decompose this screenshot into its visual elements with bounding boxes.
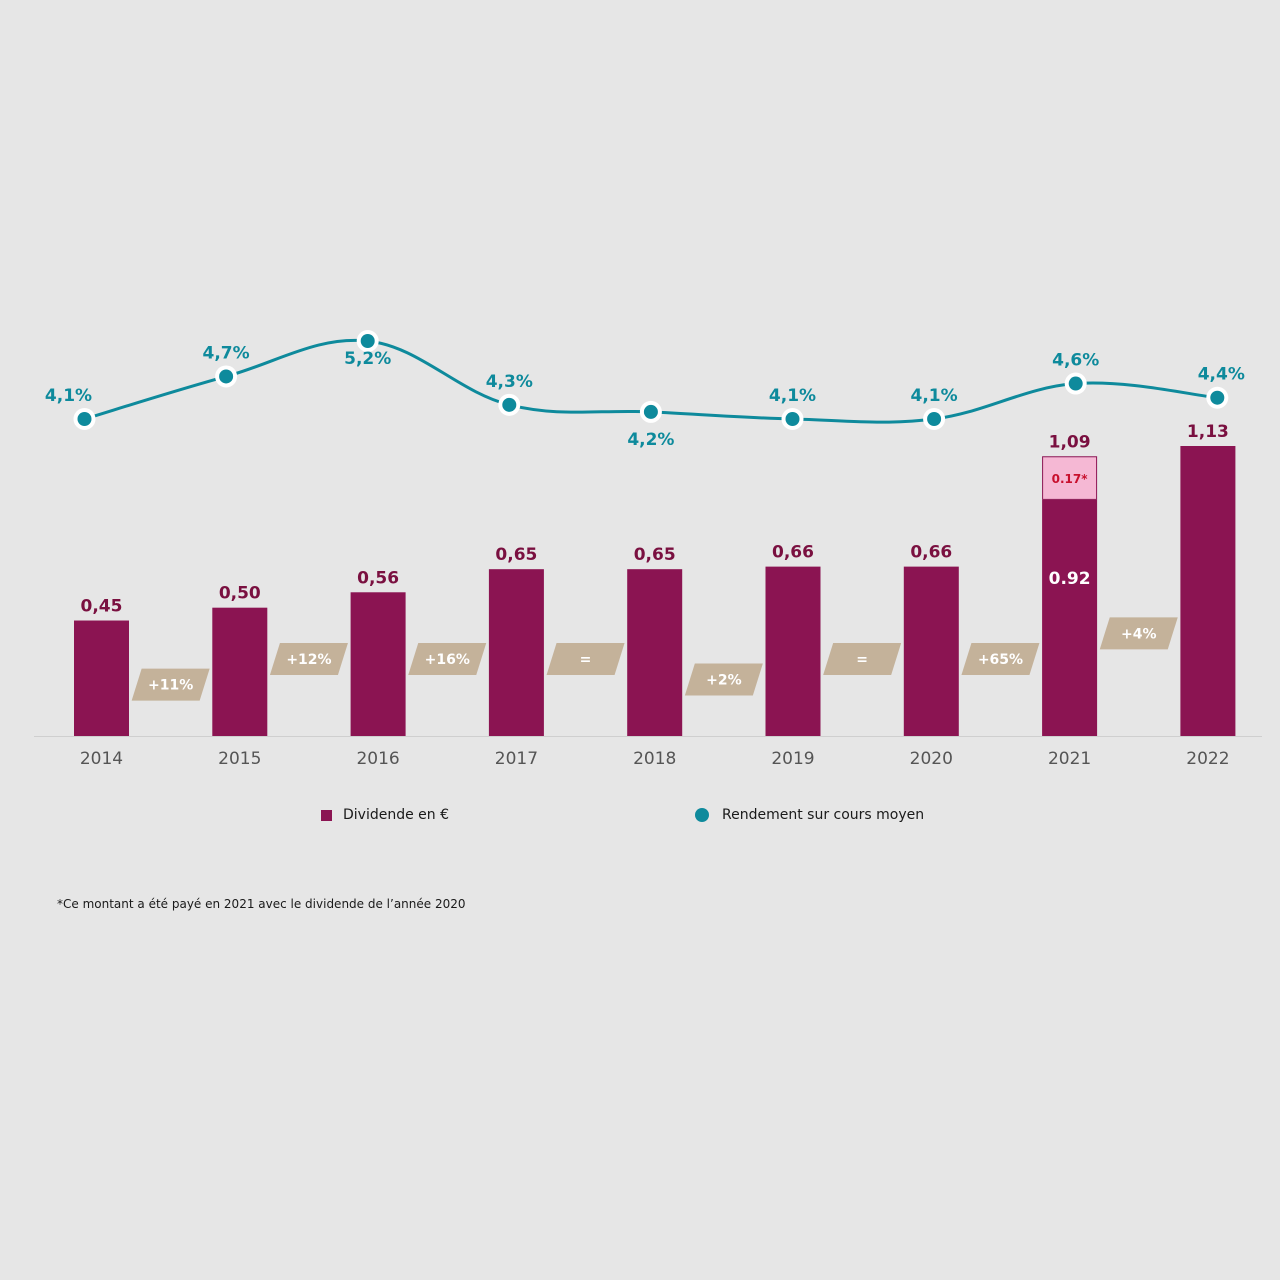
growth-label-2: +16% [425,652,470,668]
bar-2021-base-label: 0.92 [1049,569,1091,589]
growth-label-0: +11% [148,678,193,694]
bar-label-2021: 1,09 [1049,432,1091,452]
growth-tag-3 [546,643,625,676]
growth-tag-2 [408,643,487,676]
bar-label-2022: 1,13 [1187,422,1229,442]
yield-point-2018 [643,404,658,419]
bar-label-2018: 0,65 [634,545,676,565]
legend-swatch-yield [695,808,709,822]
growth-label-4: +2% [706,673,742,689]
bar-2017 [488,569,544,736]
growth-label-7: +4% [1121,626,1157,642]
x-tick-2022: 2022 [1186,749,1229,769]
bar-2020 [903,566,959,736]
yield-point-2014 [77,412,92,426]
x-tick-2020: 2020 [910,749,953,769]
growth-label-6: +65% [978,652,1023,668]
bar-2021-base [1042,499,1098,736]
legend-item-dividend: Dividende en € [321,807,449,823]
yield-point-2022 [1210,390,1225,405]
x-tick-2017: 2017 [495,749,538,769]
growth-label-5: = [856,652,868,668]
x-tick-2019: 2019 [771,749,814,769]
growth-tag-5 [823,643,902,676]
legend-label-yield: Rendement sur cours moyen [722,807,925,823]
bar-label-2017: 0,65 [495,545,537,565]
legend: Dividende en € Rendement sur cours moyen [0,807,1280,831]
yield-label-2019: 4,1% [769,386,816,406]
bar-label-2020: 0,66 [910,543,952,563]
x-tick-2016: 2016 [356,749,399,769]
growth-tag-0 [131,668,210,701]
growth-label-1: +12% [286,652,331,668]
legend-item-yield: Rendement sur cours moyen [695,807,924,823]
footnote: *Ce montant a été payé en 2021 avec le d… [57,897,466,911]
bar-label-2016: 0,56 [357,568,399,588]
yield-label-2015: 4,7% [203,343,250,363]
yield-point-2019 [785,412,800,426]
growth-label-3: = [580,652,592,668]
bar-2018 [627,569,683,736]
bar-2021-extra-label: 0.17* [1052,472,1089,486]
yield-label-2016: 5,2% [344,349,391,369]
yield-label-2014: 4,1% [45,386,92,406]
bar-2014 [74,620,129,736]
bar-2015 [212,607,268,736]
yield-label-2022: 4,4% [1198,365,1245,385]
yield-label-2018: 4,2% [627,430,674,450]
growth-tag-4 [684,663,763,696]
yield-point-2021 [1068,376,1083,391]
growth-tag-6 [961,643,1040,676]
yield-label-2017: 4,3% [486,372,533,392]
bar-label-2019: 0,66 [772,543,814,563]
yield-point-2017 [502,397,517,412]
yield-point-2016 [360,334,375,348]
x-tick-2014: 2014 [80,749,123,769]
bar-label-2015: 0,50 [219,584,261,604]
yield-label-2021: 4,6% [1052,351,1099,371]
yield-point-2015 [219,369,234,384]
legend-label-dividend: Dividende en € [343,807,450,823]
yield-label-2020: 4,1% [911,386,958,406]
bar-2022 [1180,446,1236,736]
bar-label-2014: 0,45 [81,597,123,617]
x-tick-2015: 2015 [218,749,261,769]
yield-point-2020 [927,412,942,426]
bar-2016 [350,592,406,736]
legend-swatch-dividend [321,809,332,821]
growth-tag-7 [1099,617,1178,650]
bar-2019 [765,566,821,736]
x-tick-2021: 2021 [1048,749,1091,769]
bar-2021-extra [1042,456,1098,500]
x-tick-2018: 2018 [633,749,676,769]
growth-tag-1 [269,643,348,676]
